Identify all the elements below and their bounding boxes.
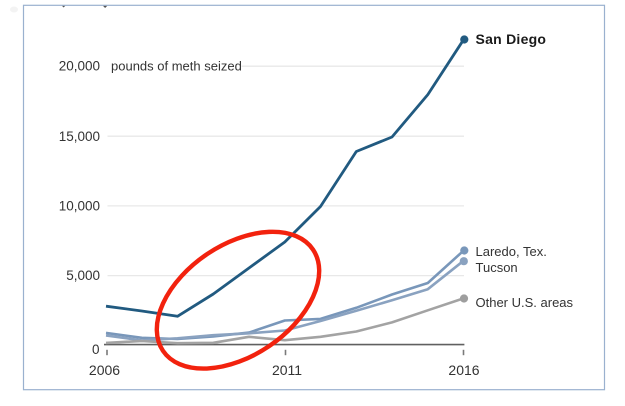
svg-text:2016: 2016 [448,362,479,378]
svg-text:pounds of meth seized: pounds of meth seized [111,59,242,74]
svg-text:15,000: 15,000 [59,129,100,144]
svg-text:Other U.S. areas: Other U.S. areas [476,295,574,310]
svg-text:10,000: 10,000 [59,199,100,214]
svg-text:2011: 2011 [272,362,302,378]
svg-text:Tucson: Tucson [476,260,518,275]
svg-text:Laredo, Tex.: Laredo, Tex. [476,244,547,259]
svg-text:0: 0 [92,342,100,357]
svg-text:20,000: 20,000 [59,59,100,74]
svg-text:5,000: 5,000 [66,268,100,283]
svg-text:San Diego: San Diego [476,31,547,47]
svg-text:2006: 2006 [89,362,120,378]
